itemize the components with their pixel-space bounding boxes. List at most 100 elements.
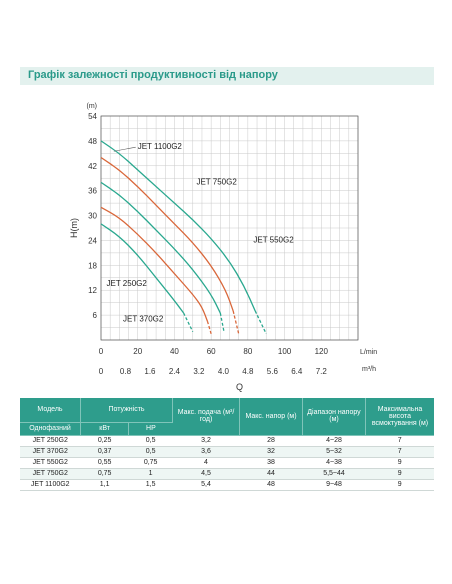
- cell-kw: 1,1: [80, 479, 129, 491]
- series-line: [100, 140, 256, 312]
- cell-head: 44: [239, 468, 303, 480]
- y-tick-label: 30: [88, 212, 97, 221]
- series-line: [100, 223, 185, 314]
- x2-tick-label: 5.6: [267, 367, 279, 376]
- cell-range: 5,5~44: [302, 468, 366, 480]
- cell-kw: 0,37: [80, 446, 129, 458]
- cell-range: 9~48: [302, 479, 366, 491]
- x2-tick-label: 4.8: [242, 367, 254, 376]
- x-tick-label: 100: [278, 347, 292, 356]
- table-row: JET 550G2 0,55 0,75 4 38 4~38 9: [20, 457, 434, 469]
- x2-tick-label: 0.8: [120, 367, 132, 376]
- series-line: [100, 156, 234, 312]
- cell-suction: 7: [365, 435, 434, 447]
- y-tick-label: 36: [88, 187, 97, 196]
- cell-hp: 0,5: [128, 446, 173, 458]
- cell-flow: 5,4: [172, 479, 240, 491]
- y-unit-label: (m): [87, 103, 98, 110]
- cell-hp: 0,5: [128, 435, 173, 447]
- plot-frame: [100, 115, 359, 341]
- cell-model: JET 750G2: [20, 468, 81, 480]
- series-line: [100, 206, 209, 322]
- cell-hp: 1: [128, 468, 173, 480]
- x2-tick-label: 1.6: [144, 367, 156, 376]
- cell-model: JET 250G2: [20, 435, 81, 447]
- x-unit-label: L/min: [360, 349, 377, 356]
- x-tick-label: 20: [133, 347, 142, 356]
- x-tick-label: 0: [99, 347, 104, 356]
- annotation-leader: [113, 146, 136, 152]
- cell-suction: 9: [365, 479, 434, 491]
- series-annotation: JET 370G2: [123, 314, 164, 323]
- cell-hp: 1,5: [128, 479, 173, 491]
- series-line-dashed: [183, 312, 194, 332]
- x2-tick-label: 0: [99, 367, 104, 376]
- cell-model: JET 1100G2: [20, 479, 81, 491]
- table-row: JET 1100G2 1,1 1,5 5,4 48 9~48 9: [20, 479, 434, 491]
- series-annotation: JET 550G2: [253, 236, 294, 245]
- header-model: Модель: [20, 398, 81, 423]
- cell-hp: 0,75: [128, 457, 173, 469]
- header-head: Макс. напор (м): [239, 398, 303, 436]
- cell-suction: 9: [365, 457, 434, 469]
- x-tick-label: 40: [170, 347, 179, 356]
- x-tick-label: 120: [315, 347, 329, 356]
- cell-suction: 7: [365, 446, 434, 458]
- series-line-dashed: [219, 312, 225, 332]
- header-range: Діапазон напору (м): [302, 398, 366, 436]
- y-tick-label: 24: [88, 236, 97, 245]
- y-tick-label: 42: [88, 162, 97, 171]
- cell-head: 28: [239, 435, 303, 447]
- spec-table: Модель Потужність Макс. подача (м³/год) …: [20, 398, 434, 491]
- pump-curve-chart: 6 12 18 24 30 36 42 48 54 (m) H(m) 0 20 40 60 80 100 120 L…: [69, 103, 377, 392]
- x-tick-label: 60: [207, 347, 216, 356]
- y-tick-label: 12: [88, 286, 97, 295]
- x2-tick-label: 6.4: [291, 367, 303, 376]
- cell-flow: 4,5: [172, 468, 240, 480]
- y-axis-label: H(m): [69, 218, 79, 238]
- series-line-dashed: [254, 310, 267, 335]
- table-row: JET 250G2 0,25 0,5 3,2 28 4~28 7: [20, 435, 434, 447]
- cell-flow: 3,2: [172, 435, 240, 447]
- cell-head: 38: [239, 457, 303, 469]
- series-line-dashed: [232, 310, 240, 334]
- series-line-dashed: [206, 321, 212, 334]
- y-tick-label: 6: [93, 311, 98, 320]
- header-type: Однофазний: [20, 422, 81, 436]
- header-power: Потужність: [80, 398, 173, 423]
- x-axis-label: Q: [236, 382, 243, 392]
- series-annotation: JET 750G2: [196, 177, 237, 186]
- chart-title: Графік залежності продуктивності від нап…: [28, 69, 278, 81]
- cell-kw: 0,75: [80, 468, 129, 480]
- cell-flow: 4: [172, 457, 240, 469]
- cell-range: 5~32: [302, 446, 366, 458]
- x2-tick-label: 2.4: [169, 367, 181, 376]
- x2-unit-label: m³/h: [362, 366, 376, 373]
- series-line: [100, 181, 221, 314]
- header-hp: HP: [128, 422, 173, 436]
- table-row: JET 370G2 0,37 0,5 3,6 32 5~32 7: [20, 446, 434, 458]
- cell-head: 32: [239, 446, 303, 458]
- y-tick-label: 48: [88, 137, 97, 146]
- cell-model: JET 370G2: [20, 446, 81, 458]
- x2-tick-label: 7.2: [316, 367, 328, 376]
- x-tick-label: 80: [243, 347, 252, 356]
- cell-range: 4~28: [302, 435, 366, 447]
- series-annotation: JET 1100G2: [138, 142, 183, 151]
- table-row: JET 750G2 0,75 1 4,5 44 5,5~44 9: [20, 468, 434, 480]
- header-suction: Максимальна висота всмоктування (м): [365, 398, 434, 436]
- cell-kw: 0,55: [80, 457, 129, 469]
- x2-tick-label: 3.2: [193, 367, 205, 376]
- cell-range: 4~38: [302, 457, 366, 469]
- chart-title-banner: Графік залежності продуктивності від нап…: [20, 67, 434, 85]
- cell-suction: 9: [365, 468, 434, 480]
- header-kw: кВт: [80, 422, 130, 436]
- cell-model: JET 550G2: [20, 457, 81, 469]
- header-flow: Макс. подача (м³/год): [172, 398, 240, 436]
- cell-head: 48: [239, 479, 303, 491]
- x2-tick-label: 4.0: [218, 367, 230, 376]
- series-annotation: JET 250G2: [107, 279, 148, 288]
- y-tick-label: 18: [88, 261, 97, 270]
- cell-flow: 3,6: [172, 446, 240, 458]
- y-tick-label: 54: [88, 112, 97, 121]
